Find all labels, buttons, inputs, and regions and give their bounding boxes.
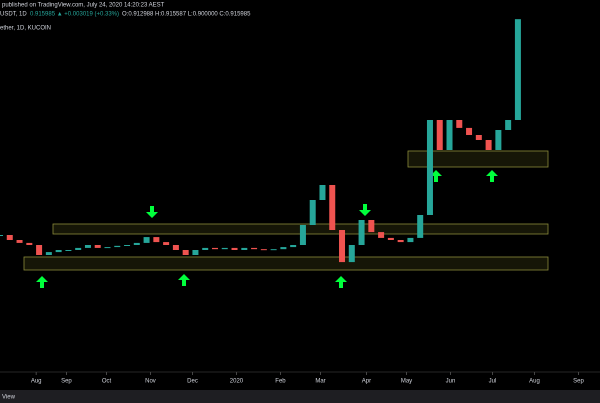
- candle: [26, 242, 33, 245]
- candle: [426, 120, 433, 215]
- candle: [133, 242, 140, 245]
- x-tick-label: Feb: [275, 379, 286, 385]
- x-tick-label: Jun: [446, 379, 456, 385]
- candle: [16, 240, 23, 243]
- x-tick-label: 2020: [230, 379, 244, 385]
- candle: [397, 240, 404, 243]
- candle: [251, 247, 258, 250]
- candle: [280, 247, 287, 250]
- x-tick-label: Aug: [31, 379, 42, 385]
- candle: [36, 245, 43, 255]
- candle: [299, 225, 306, 245]
- candle: [75, 247, 82, 250]
- x-tick-label: Aug: [529, 379, 540, 385]
- candle: [475, 135, 482, 140]
- candle: [290, 245, 297, 248]
- candle: [182, 250, 189, 255]
- candle: [45, 252, 52, 255]
- x-tick-label: Apr: [362, 379, 371, 385]
- candle: [211, 247, 218, 250]
- candle: [407, 237, 414, 243]
- candle: [104, 247, 111, 249]
- candle: [0, 235, 3, 236]
- footer-bar: [0, 390, 600, 403]
- up-arrow: [178, 274, 190, 286]
- candle: [231, 247, 238, 250]
- candle: [436, 120, 443, 150]
- candle: [456, 120, 463, 128]
- candle: [221, 247, 228, 250]
- symbol: USDT, 1D: [0, 12, 27, 18]
- candle: [446, 120, 453, 150]
- candle: [368, 220, 375, 233]
- candle: [358, 220, 365, 245]
- candle: [417, 215, 424, 238]
- candle: [319, 185, 326, 200]
- ohlc: O:0.912988 H:0.915587 L:0.900000 C:0.915…: [122, 12, 251, 18]
- candle: [260, 249, 267, 251]
- x-tick-label: Sep: [573, 379, 584, 385]
- candle: [192, 250, 199, 255]
- up-arrow: [430, 170, 442, 182]
- arrows: [36, 170, 498, 288]
- x-tick-label: Jul: [489, 379, 497, 385]
- x-tick-label: Mar: [315, 379, 325, 385]
- support-zone: [23, 256, 549, 271]
- candle: [270, 249, 277, 251]
- x-tick-label: Sep: [61, 379, 72, 385]
- price-change: 0.915985 ▲ +0.003019 (+0.33%): [30, 12, 119, 18]
- candle: [329, 185, 336, 230]
- candle: [163, 242, 170, 245]
- published-note: published on TradingView.com, July 24, 2…: [2, 3, 165, 9]
- candle: [339, 230, 346, 263]
- candle: [378, 232, 385, 238]
- candle: [505, 120, 512, 130]
- up-arrow: [486, 170, 498, 182]
- footer: View: [2, 395, 16, 401]
- candle: [55, 250, 62, 253]
- candle: [348, 245, 355, 263]
- candle: [172, 245, 179, 250]
- candle: [495, 130, 502, 150]
- x-tick-label: Oct: [102, 379, 112, 385]
- down-arrow: [146, 206, 158, 218]
- candle: [124, 245, 131, 246]
- candle: [485, 140, 492, 150]
- new-support-zone: [407, 150, 549, 168]
- candle: [309, 200, 316, 225]
- candle: [84, 245, 91, 248]
- x-tick-label: Nov: [145, 379, 156, 385]
- x-tick-label: May: [401, 379, 412, 385]
- chart-title: ether, 1D, KUCOIN: [0, 26, 51, 32]
- candle: [94, 245, 101, 248]
- candle: [514, 19, 521, 121]
- candle: [114, 245, 121, 248]
- candle: [241, 247, 248, 250]
- candle: [387, 237, 394, 240]
- candle: [6, 235, 13, 240]
- down-arrow: [359, 204, 371, 216]
- candle: [466, 127, 473, 135]
- up-arrow: [36, 276, 48, 288]
- candle: [65, 250, 72, 251]
- candle: [202, 247, 209, 250]
- candle: [143, 237, 150, 243]
- up-arrow: [335, 276, 347, 288]
- x-tick-label: Dec: [187, 379, 198, 385]
- candle: [153, 237, 160, 243]
